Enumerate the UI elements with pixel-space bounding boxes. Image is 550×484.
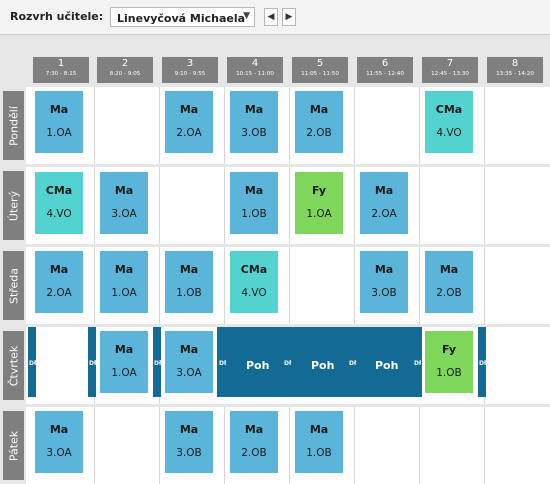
supervision-bar[interactable]	[28, 327, 36, 397]
lesson-card[interactable]: Ma 2.OA	[360, 172, 408, 234]
day-label-patek: Pátek	[3, 411, 24, 480]
period-header-6: 6 11:55 - 12:40	[357, 57, 413, 83]
lesson-card[interactable]: Fy 1.OA	[295, 172, 343, 234]
teacher-select[interactable]: Linevyčová Michaela ▼	[110, 7, 255, 27]
lesson-card[interactable]: CMa 4.VO	[35, 172, 83, 234]
toolbar: Rozvrh učitele: Linevyčová Michaela ▼ ◀ …	[0, 0, 550, 35]
period-header-3: 3 9:10 - 9:55	[162, 57, 218, 83]
lesson-card[interactable]: Ma 2.OB	[230, 411, 278, 473]
supervision-label: Dł	[219, 360, 227, 367]
supervision-bar[interactable]	[88, 327, 96, 397]
supervision-block-label: Poh	[311, 359, 335, 372]
day-label-streda: Středa	[3, 251, 24, 320]
lesson-card[interactable]: Ma 2.OB	[295, 91, 343, 153]
chevron-down-icon: ▼	[243, 11, 250, 21]
supervision-label: Dł	[154, 360, 162, 367]
day-row-patek	[26, 407, 550, 484]
lesson-card[interactable]: Ma 3.OB	[360, 251, 408, 313]
next-teacher-button[interactable]: ▶	[282, 8, 296, 26]
supervision-block-label: Poh	[375, 359, 399, 372]
lesson-card[interactable]: Ma 3.OB	[165, 411, 213, 473]
prev-teacher-button[interactable]: ◀	[264, 8, 278, 26]
supervision-label: Dł	[349, 360, 357, 367]
lesson-card[interactable]: CMa 4.VO	[230, 251, 278, 313]
lesson-card[interactable]: Ma 1.OB	[295, 411, 343, 473]
lesson-card[interactable]: Ma 2.OB	[425, 251, 473, 313]
lesson-card[interactable]: Ma 3.OA	[35, 411, 83, 473]
chevron-left-icon: ◀	[267, 12, 275, 22]
teacher-select-value: Linevyčová Michaela	[117, 12, 246, 25]
lesson-card[interactable]: Ma 3.OA	[165, 331, 213, 393]
lesson-card[interactable]: Ma 1.OA	[100, 331, 148, 393]
supervision-bar[interactable]	[478, 327, 486, 397]
lesson-card[interactable]: Ma 3.OA	[100, 172, 148, 234]
lesson-card[interactable]: Ma 2.OA	[165, 91, 213, 153]
lesson-card[interactable]: Ma 1.OB	[230, 172, 278, 234]
supervision-label: Dł	[414, 360, 422, 367]
lesson-card[interactable]: Ma 1.OA	[100, 251, 148, 313]
lesson-card[interactable]: CMa 4.VO	[425, 91, 473, 153]
day-label-utery: Úterý	[3, 171, 24, 240]
period-header-4: 4 10:15 - 11:00	[227, 57, 283, 83]
teacher-label: Rozvrh učitele:	[10, 10, 104, 23]
supervision-block-label: Poh	[246, 359, 270, 372]
lesson-card[interactable]: Ma 1.OB	[165, 251, 213, 313]
lesson-card[interactable]: Fy 1.OB	[425, 331, 473, 393]
period-header-8: 8 13:35 - 14:20	[487, 57, 543, 83]
period-header-1: 1 7:30 - 8:15	[33, 57, 89, 83]
chevron-right-icon: ▶	[285, 12, 293, 22]
lesson-card[interactable]: Ma 3.OB	[230, 91, 278, 153]
supervision-bar[interactable]	[153, 327, 161, 397]
lesson-card[interactable]: Ma 2.OA	[35, 251, 83, 313]
period-header-5: 5 11:05 - 11:50	[292, 57, 348, 83]
period-header-7: 7 12:45 - 13:30	[422, 57, 478, 83]
supervision-label: Dł	[89, 360, 97, 367]
day-label-pondeli: Pondělí	[3, 91, 24, 160]
supervision-label: Dł	[479, 360, 487, 367]
supervision-block[interactable]	[217, 327, 422, 397]
period-header-2: 2 8:20 - 9:05	[97, 57, 153, 83]
supervision-label: Dł	[29, 360, 37, 367]
day-label-ctvrtek: Čtvrtek	[3, 331, 24, 400]
supervision-label: Dł	[284, 360, 292, 367]
lesson-card[interactable]: Ma 1.OA	[35, 91, 83, 153]
